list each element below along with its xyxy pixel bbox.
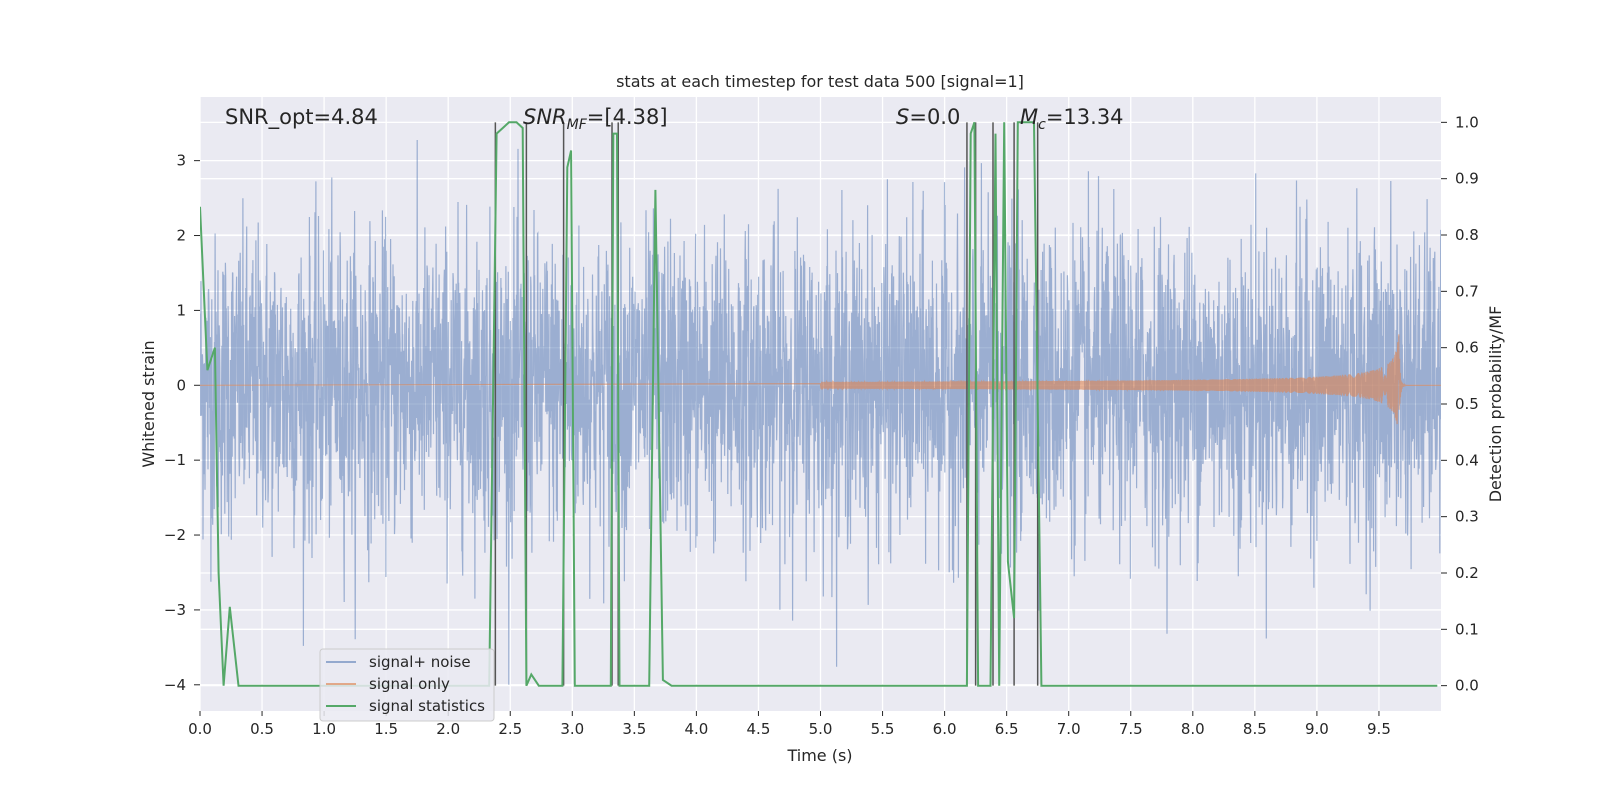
series-signal-statistics [200,121,1438,687]
x-tick-label-2: 1.0 [312,720,336,738]
x-tick-label-3: 1.5 [374,720,398,738]
x-tick-label-16: 8.0 [1181,720,1205,738]
y-axis-ticks-right: 1.0 0.9 0.8 0.7 0.6 0.5 0.4 0.3 0.2 0.1 0.0 [1441,113,1479,695]
y-right-tick-label-5: 0.5 [1455,395,1479,413]
annotations: SNR_opt=4.84 SNRMF=[4.38] S=0.0 Mc=13.34 [225,105,1124,133]
x-tick-label-8: 4.0 [684,720,708,738]
x-tick-label-18: 9.0 [1305,720,1329,738]
annotation-s-symbol: S [896,105,909,129]
annotation-mc: Mc=13.34 [1020,105,1124,133]
x-tick-label-5: 2.5 [498,720,522,738]
y-axis-label-left: Whitened strain [139,340,158,467]
y-left-tick-label-0: 3 [176,152,186,170]
x-tick-label-0: 0.0 [188,720,212,738]
y-right-tick-label-2: 0.8 [1455,226,1479,244]
series-signal-only [200,334,1441,425]
x-tick-label-9: 4.5 [747,720,771,738]
annotation-snr-mf-base: SNR [523,105,567,129]
legend-box [319,648,495,722]
y-left-tick-label-2: 1 [176,301,186,319]
y-right-tick-label-4: 0.6 [1455,339,1479,357]
y-right-tick-label-6: 0.4 [1455,451,1479,469]
y-axis-label-right: Detection probability/MF [1486,306,1505,503]
annotation-snr-mf: SNRMF=[4.38] [523,105,668,133]
legend-label-signal-plus-noise: signal+ noise [369,653,471,671]
y-right-tick-label-10: 0.0 [1455,677,1479,695]
y-left-tick-label-4: −1 [164,451,186,469]
y-left-tick-label-3: 0 [176,376,186,394]
x-axis-label: Time (s) [786,746,852,765]
annotation-s: S=0.0 [896,105,960,129]
y-right-tick-label-9: 0.1 [1455,620,1479,638]
x-tick-label-10: 5.0 [809,720,833,738]
annotation-snr-mf-sub: MF [567,117,588,133]
x-tick-label-14: 7.0 [1057,720,1081,738]
y-left-tick-label-1: 2 [176,227,186,245]
x-tick-label-13: 6.5 [995,720,1019,738]
y-right-tick-label-7: 0.3 [1455,508,1479,526]
annotation-snr-mf-value: =[4.38] [587,105,668,129]
y-right-tick-label-0: 1.0 [1455,113,1479,131]
y-right-tick-label-1: 0.9 [1455,170,1479,188]
x-tick-label-19: 9.5 [1367,720,1391,738]
series-signal-plus-noise [200,139,1441,685]
x-tick-label-11: 5.5 [871,720,895,738]
x-tick-label-17: 8.5 [1243,720,1267,738]
legend: signal+ noise signal only signal statist… [319,648,495,722]
x-tick-label-4: 2.0 [436,720,460,738]
y-right-tick-label-8: 0.2 [1455,564,1479,582]
x-axis-ticks: 0.0 0.5 1.0 1.5 2.0 2.5 3.0 3.5 4.0 4.5 5.0 5.5 6.0 6… [188,711,1391,738]
x-tick-label-7: 3.5 [622,720,646,738]
x-tick-label-15: 7.5 [1119,720,1143,738]
y-left-tick-label-5: −2 [164,526,186,544]
y-axis-ticks-left: 3 2 1 0 −1 −2 −3 −4 [164,152,200,694]
annotation-s-value: =0.0 [909,105,960,129]
annotation-snr-opt: SNR_opt=4.84 [225,105,378,130]
legend-label-signal-only: signal only [369,675,450,693]
x-tick-label-6: 3.0 [560,720,584,738]
legend-label-signal-statistics: signal statistics [369,697,485,715]
chart-title: stats at each timestep for test data 500… [616,72,1024,91]
x-tick-label-12: 6.0 [933,720,957,738]
x-tick-label-1: 0.5 [250,720,274,738]
annotation-mc-value: =13.34 [1046,105,1124,129]
annotation-mc-sub: c [1038,117,1046,133]
y-left-tick-label-6: −3 [164,601,186,619]
annotation-mc-base: M [1020,105,1038,129]
y-right-tick-label-3: 0.7 [1455,282,1479,300]
y-left-tick-label-7: −4 [164,676,186,694]
